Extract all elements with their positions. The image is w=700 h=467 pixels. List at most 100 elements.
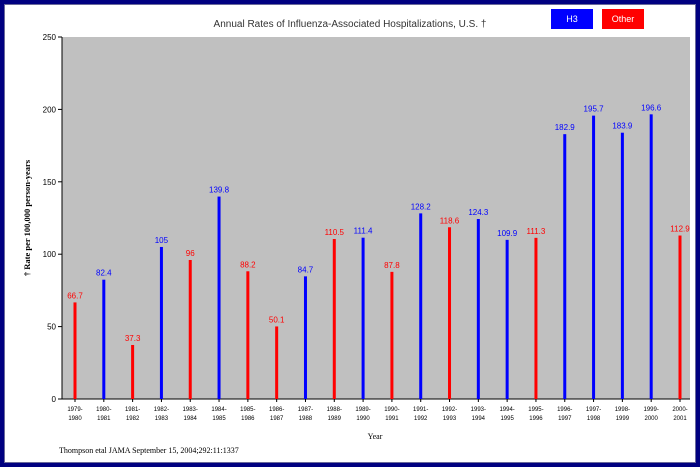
bar-8 [303, 276, 307, 399]
legend-swatch-h3 [551, 9, 593, 29]
y-axis-title: † Rate per 100,000 person-years [22, 159, 32, 276]
chart-frame: Annual Rates of Influenza-Associated Hos… [4, 4, 696, 463]
y-tick-label: 150 [43, 178, 57, 187]
x-tick-label-line1: 1985- [240, 407, 255, 413]
bar-value-label: 128.2 [411, 202, 432, 211]
bar-value-label: 105 [155, 236, 169, 245]
x-tick-label-line1: 2000- [672, 407, 687, 413]
x-tick-label-line1: 1992- [442, 407, 457, 413]
bar-3 [159, 246, 163, 399]
bar-14 [476, 219, 480, 399]
x-tick-label-line2: 1987 [270, 416, 284, 422]
x-tick-label-line2: 1993 [443, 416, 457, 422]
x-tick-label-line2: 1980 [68, 416, 82, 422]
bar-11 [390, 271, 394, 399]
x-tick-label-line1: 1990- [384, 407, 399, 413]
legend-swatch-other [602, 9, 644, 29]
x-tick-label-line1: 1998- [615, 407, 630, 413]
bar-10 [361, 237, 365, 399]
x-tick-label-line1: 1996- [557, 407, 572, 413]
x-tick-label-line1: 1987- [298, 407, 313, 413]
plot-area [62, 37, 690, 399]
x-tick-label-line1: 1993- [471, 407, 486, 413]
bar-value-label: 183.9 [612, 122, 633, 131]
source-citation: Thompson etal JAMA September 15, 2004;29… [59, 446, 239, 455]
y-tick-label: 100 [43, 250, 57, 259]
bar-value-label: 88.2 [240, 260, 256, 269]
bar-2 [131, 344, 135, 399]
x-tick-label-line1: 1984- [211, 407, 226, 413]
x-axis-ticks: 1979- 1980 1980- 1981 1981- 1982 1982- 1983 1983… [67, 399, 688, 422]
legend-label-other: Other [612, 14, 635, 24]
bar-value-label: 82.4 [96, 269, 112, 278]
bar-value-label: 112.9 [670, 225, 690, 234]
bar-value-label: 111.4 [354, 227, 373, 236]
x-tick-label-line1: 1979- [67, 407, 82, 413]
x-tick-label-line1: 1980- [96, 407, 111, 413]
y-tick-label: 50 [47, 323, 56, 332]
influenza-chart: Annual Rates of Influenza-Associated Hos… [22, 9, 690, 455]
x-tick-label-line1: 1983- [183, 407, 198, 413]
x-tick-label-line2: 1990 [356, 416, 370, 422]
bar-16 [534, 237, 538, 399]
y-axis-ticks: 0 50 100 150 200 250 [43, 33, 62, 404]
x-tick-label-line1: 1991- [413, 407, 428, 413]
bar-value-label: 118.6 [440, 216, 460, 225]
x-tick-label-line1: 1988- [327, 407, 342, 413]
bar-15 [505, 239, 509, 399]
bar-5 [217, 196, 221, 399]
x-tick-label-line2: 1986 [241, 416, 255, 422]
chart-title: Annual Rates of Influenza-Associated Hos… [214, 19, 487, 30]
x-tick-label-line1: 1994- [499, 407, 514, 413]
bar-value-label: 84.7 [298, 265, 314, 274]
y-tick-label: 200 [43, 105, 57, 114]
bar-1 [102, 279, 106, 399]
x-tick-label-line2: 1983 [155, 416, 169, 422]
x-tick-label-line2: 2000 [645, 416, 659, 422]
x-tick-label-line2: 1996 [529, 416, 543, 422]
bar-21 [678, 235, 682, 399]
x-tick-label-line1: 1999- [644, 407, 659, 413]
bar-6 [246, 271, 250, 399]
y-tick-label: 0 [52, 395, 57, 404]
bar-17 [563, 134, 567, 399]
x-tick-label-line2: 1991 [385, 416, 399, 422]
bar-12 [419, 213, 423, 399]
x-tick-label-line2: 1988 [299, 416, 313, 422]
x-tick-label-line2: 1994 [472, 416, 486, 422]
bar-value-label: 139.8 [209, 186, 230, 195]
x-tick-label-line2: 2001 [673, 416, 687, 422]
x-tick-label-line2: 1995 [500, 416, 514, 422]
x-tick-label-line2: 1992 [414, 416, 428, 422]
bar-value-label: 124.3 [468, 208, 489, 217]
bar-0 [73, 302, 77, 399]
x-tick-label-line1: 1995- [528, 407, 543, 413]
bar-18 [592, 115, 596, 399]
bar-20 [649, 114, 653, 400]
bar-value-label: 66.7 [67, 291, 83, 300]
x-tick-label-line1: 1997- [586, 407, 601, 413]
bar-13 [448, 227, 452, 399]
bar-value-label: 111.3 [527, 227, 546, 236]
x-tick-label-line2: 1981 [97, 416, 111, 422]
bar-value-label: 196.6 [641, 103, 662, 112]
x-tick-label-line2: 1999 [616, 416, 630, 422]
x-tick-label-line2: 1998 [587, 416, 601, 422]
bar-value-label: 96 [186, 249, 195, 258]
bar-value-label: 182.9 [555, 123, 576, 132]
legend-label-h3: H3 [566, 14, 578, 24]
bar-series: 66.7 82.4 37.3 105 96 139.8 88.2 50.1 84.7 110.5 1… [67, 103, 690, 400]
bar-value-label: 50.1 [269, 315, 285, 324]
bar-7 [275, 326, 279, 399]
bar-4 [188, 259, 192, 399]
x-tick-label-line2: 1989 [328, 416, 342, 422]
y-tick-label: 250 [43, 33, 57, 42]
x-tick-label-line1: 1982- [154, 407, 169, 413]
bar-value-label: 37.3 [125, 334, 141, 343]
x-tick-label-line1: 1981- [125, 407, 140, 413]
bar-value-label: 109.9 [497, 229, 518, 238]
x-tick-label-line1: 1989- [355, 407, 370, 413]
bar-value-label: 87.8 [384, 261, 400, 270]
bar-value-label: 195.7 [584, 105, 605, 114]
x-tick-label-line2: 1984 [184, 416, 198, 422]
